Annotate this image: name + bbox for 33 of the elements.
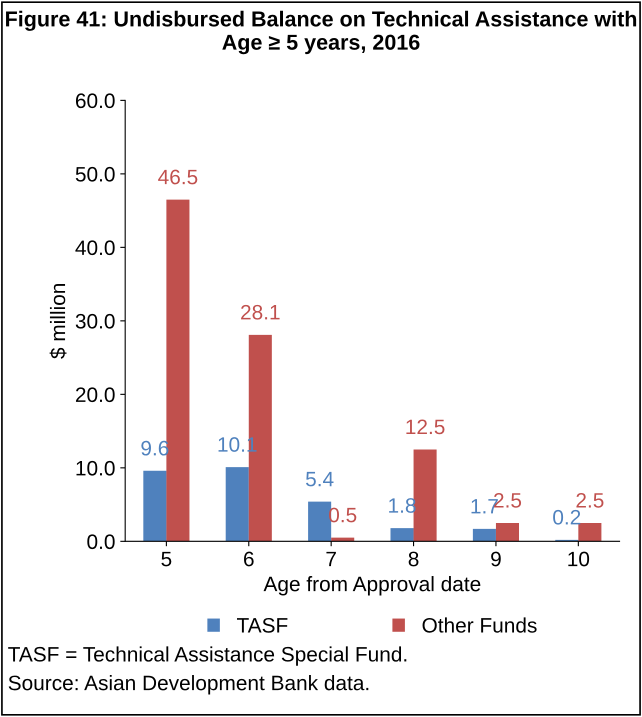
data-label: 2.5 <box>576 492 604 508</box>
y-tick-label: 50.0 <box>76 166 115 182</box>
y-tick-label: 60.0 <box>76 93 115 108</box>
x-tick-label: 5 <box>161 552 172 566</box>
legend-label: Other Funds <box>422 617 537 633</box>
data-label: 5.4 <box>306 472 334 486</box>
x-tick-label: 7 <box>326 552 336 566</box>
bar <box>143 470 166 542</box>
y-axis-title: $ million <box>50 284 66 359</box>
bar <box>331 538 354 542</box>
source-note: Source: Asian Development Bank data. <box>8 675 368 694</box>
bar <box>390 528 414 542</box>
bar <box>414 449 437 542</box>
bar <box>226 467 249 542</box>
x-tick-label: 10 <box>568 552 590 566</box>
x-tick-label: 6 <box>244 552 254 566</box>
bar <box>496 522 520 542</box>
legend-label: TASF <box>237 618 288 633</box>
y-tick-label: 0.0 <box>87 534 115 550</box>
data-label: 46.5 <box>158 170 198 184</box>
x-axis-title: Age from Approval date <box>264 576 480 596</box>
chart-title: Figure 41: Undisbursed Balance on Technical Assistance with Age ≥ 5 years, 2016 <box>6 10 636 54</box>
y-tick-label: 40.0 <box>75 240 115 256</box>
y-tick-label: 30.0 <box>76 314 115 329</box>
x-tick-label: 8 <box>408 552 418 566</box>
text: TASF = Technical Assistance Special Fund. <box>8 646 406 666</box>
bar <box>472 528 496 542</box>
x-tick-label: 9 <box>491 552 501 566</box>
data-label: 0.2 <box>553 510 580 525</box>
data-label: 28.1 <box>241 304 280 320</box>
y-tick-label: 10.0 <box>76 460 115 476</box>
data-label: 12.5 <box>406 419 444 434</box>
y-tick-label: 20.0 <box>76 387 115 402</box>
